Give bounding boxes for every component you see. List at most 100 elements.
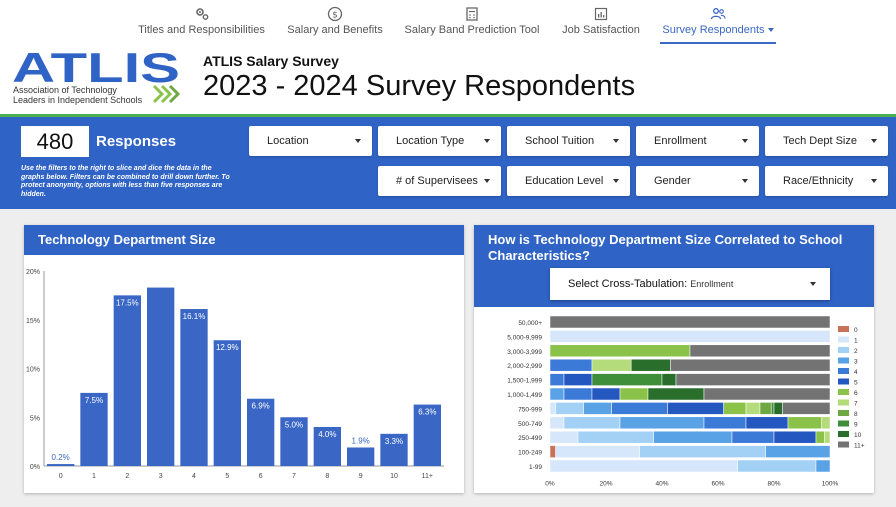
segment <box>824 430 831 444</box>
filter-label: Gender <box>654 175 691 187</box>
tab-job-satisfaction[interactable]: Job Satisfaction <box>555 0 647 44</box>
tech-dept-size-chart: 0% 5% 10% 15% 20% 0.2% 0 7.5% 1 17.5% 2 3 16.1% 4 12.9… <box>26 269 444 480</box>
segment <box>661 373 677 386</box>
legend-label: 10 <box>854 432 862 439</box>
tab-titles-and-responsibilities[interactable]: Titles and Responsibilities <box>130 0 273 44</box>
legend-label: 4 <box>854 369 858 376</box>
legend-swatch <box>838 389 849 395</box>
legend-label: 3 <box>854 359 858 366</box>
tab-label: Survey Respondents <box>660 24 776 36</box>
segment <box>549 330 831 343</box>
dropdown-arrow-icon <box>484 179 490 183</box>
tab-salary-band-prediction-tool[interactable]: Salary Band Prediction Tool <box>400 0 544 44</box>
dropdown-arrow-icon <box>355 139 361 143</box>
filter-tech-dept-size[interactable]: Tech Dept Size <box>765 126 888 156</box>
segment <box>647 387 705 401</box>
x-tick-label: 7 <box>292 473 296 480</box>
segment <box>555 445 640 458</box>
filter-race-ethnicity[interactable]: Race/Ethnicity <box>765 166 888 196</box>
legend-swatch <box>838 326 849 332</box>
cross-tabulation-label: Select Cross-Tabulation: <box>568 278 688 290</box>
legend-swatch <box>838 420 849 427</box>
segment <box>782 402 831 415</box>
segment <box>591 373 663 386</box>
dropdown-arrow-icon <box>871 179 877 183</box>
bar <box>180 309 208 466</box>
x-tick-label: 8 <box>325 473 329 480</box>
filter-education-level[interactable]: Education Level <box>507 166 630 196</box>
x-tick-label: 0 <box>59 473 63 480</box>
legend-label: 11+ <box>854 443 865 450</box>
segment <box>563 416 621 430</box>
filter-label: Race/Ethnicity <box>783 175 854 187</box>
bar <box>413 404 441 466</box>
segment <box>773 402 783 415</box>
bar <box>247 398 275 466</box>
filter-label: Enrollment <box>654 135 707 147</box>
tab-survey-respondents[interactable]: Survey Respondents <box>660 0 776 44</box>
segment <box>549 430 579 444</box>
filter-label: Education Level <box>525 175 604 187</box>
row-label: 2,000-2,999 <box>507 363 542 370</box>
tab-salary-and-benefits[interactable]: $ Salary and Benefits <box>281 0 389 44</box>
x-tick-label: 6 <box>259 473 263 480</box>
dollar-icon: $ <box>327 6 343 22</box>
segment <box>759 402 772 415</box>
segment <box>745 402 761 415</box>
legend-swatch <box>838 347 849 353</box>
segment <box>770 402 775 415</box>
x-tick-label: 0% <box>545 480 555 487</box>
segment <box>689 344 831 358</box>
row-label: 750-999 <box>518 406 542 413</box>
x-tick-label: 2 <box>125 473 129 480</box>
segment <box>737 459 817 473</box>
bar <box>113 295 141 466</box>
segment <box>555 402 584 415</box>
segment <box>815 459 831 473</box>
x-tick-label: 4 <box>192 473 196 480</box>
filter-label: Location <box>267 135 309 147</box>
correlation-title-line-1: How is Technology Department Size Correl… <box>488 232 843 247</box>
filter-school-tuition[interactable]: School Tuition <box>507 126 630 156</box>
legend-label: 5 <box>854 380 858 387</box>
bar <box>147 287 175 466</box>
segment <box>765 445 831 458</box>
bar <box>347 447 375 466</box>
people-icon <box>710 8 726 20</box>
tech-dept-size-title: Technology Department Size <box>24 225 464 255</box>
filter-location[interactable]: Location <box>249 126 372 156</box>
y-tick-label: 0% <box>30 464 40 471</box>
data-label: 7.5% <box>85 396 103 405</box>
tab-label: Job Satisfaction <box>562 24 640 36</box>
bar <box>280 417 308 466</box>
x-tick-label: 5 <box>225 473 229 480</box>
segment <box>577 430 654 444</box>
segment <box>549 358 593 372</box>
response-count-label: Responses <box>96 133 177 150</box>
bar-chart-icon <box>594 7 608 21</box>
logo-wordmark: ATLIS <box>12 48 180 91</box>
legend-label: 2 <box>854 348 858 355</box>
filter-location-type[interactable]: Location Type <box>378 126 501 156</box>
legend-label: 8 <box>854 411 858 418</box>
filter-label: School Tuition <box>525 135 595 147</box>
bar <box>213 340 241 466</box>
segment <box>549 387 565 401</box>
gears-icon <box>195 8 208 20</box>
legend-swatch <box>838 431 849 437</box>
y-tick-label: 15% <box>26 318 40 325</box>
filter-label: # of Supervisees <box>396 175 478 187</box>
filter-supervisees[interactable]: # of Supervisees <box>378 166 501 196</box>
response-count: 480 <box>21 126 89 157</box>
data-label: 12.9% <box>216 343 239 352</box>
segment <box>591 387 621 401</box>
cross-tabulation-select[interactable]: Select Cross-Tabulation: Enrollment <box>550 268 830 300</box>
filter-enrollment[interactable]: Enrollment <box>636 126 759 156</box>
header-divider <box>0 114 896 117</box>
tab-label: Salary and Benefits <box>287 24 383 36</box>
row-label: 500-749 <box>518 421 542 428</box>
y-tick-label: 10% <box>26 367 40 374</box>
filter-gender[interactable]: Gender <box>636 166 759 196</box>
data-label: 1.9% <box>352 436 370 445</box>
row-label: 1,500-1,999 <box>507 378 542 385</box>
